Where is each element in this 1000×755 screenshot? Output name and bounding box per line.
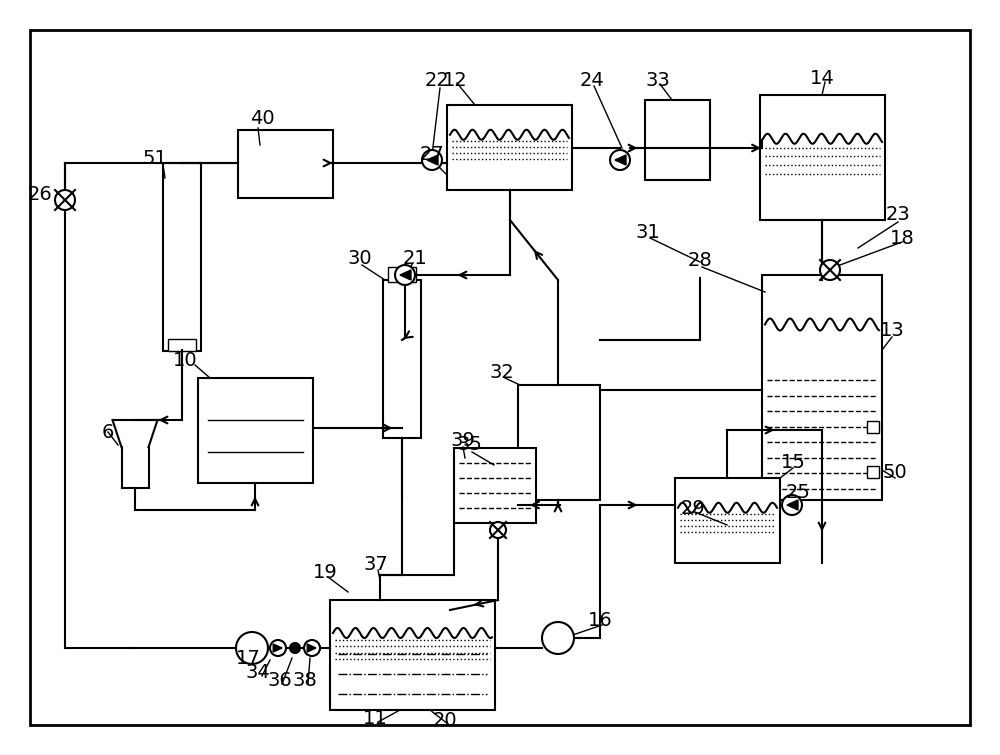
Text: 30: 30 — [348, 248, 372, 267]
Text: 40: 40 — [250, 109, 274, 128]
Text: 29: 29 — [681, 498, 705, 517]
Bar — [454, 448, 536, 523]
Text: 33: 33 — [646, 70, 670, 90]
Bar — [168, 339, 196, 351]
Text: 17: 17 — [236, 649, 260, 667]
Text: 38: 38 — [293, 670, 317, 689]
Bar — [198, 378, 313, 483]
Text: 34: 34 — [246, 662, 270, 682]
Bar — [518, 385, 600, 500]
Text: 31: 31 — [636, 223, 660, 242]
Circle shape — [290, 643, 300, 653]
Text: 16: 16 — [588, 611, 612, 630]
Text: 26: 26 — [28, 186, 52, 205]
Text: 20: 20 — [433, 710, 457, 729]
Circle shape — [236, 632, 268, 664]
Text: 27: 27 — [420, 146, 444, 165]
Text: 25: 25 — [786, 482, 810, 501]
Bar — [383, 280, 421, 438]
Text: 13: 13 — [880, 321, 904, 340]
Bar — [760, 95, 885, 220]
Bar — [163, 163, 201, 351]
Text: 35: 35 — [458, 436, 482, 455]
Bar — [388, 267, 416, 282]
Text: 11: 11 — [363, 708, 387, 728]
Text: 37: 37 — [364, 556, 388, 575]
Circle shape — [422, 150, 442, 170]
Circle shape — [490, 522, 506, 538]
Text: 10: 10 — [173, 350, 197, 369]
Bar — [675, 478, 780, 563]
Bar — [762, 275, 882, 500]
Text: 51: 51 — [143, 149, 167, 168]
Polygon shape — [787, 500, 798, 510]
Text: 12: 12 — [443, 70, 467, 90]
Circle shape — [270, 640, 286, 656]
Text: 15: 15 — [781, 452, 805, 472]
Circle shape — [55, 190, 75, 210]
Polygon shape — [400, 270, 411, 280]
Bar — [867, 421, 879, 433]
Polygon shape — [615, 155, 626, 165]
Text: 24: 24 — [580, 70, 604, 90]
Circle shape — [542, 622, 574, 654]
Text: 21: 21 — [403, 248, 427, 267]
Polygon shape — [307, 644, 316, 652]
Bar — [645, 100, 710, 180]
Bar — [330, 600, 495, 710]
Circle shape — [610, 150, 630, 170]
Text: 36: 36 — [268, 670, 292, 689]
Circle shape — [304, 640, 320, 656]
Bar — [867, 466, 879, 477]
Circle shape — [820, 260, 840, 280]
Polygon shape — [427, 155, 438, 165]
Text: 50: 50 — [883, 463, 907, 482]
Text: 32: 32 — [490, 362, 514, 381]
Text: 39: 39 — [451, 430, 475, 449]
Text: 19: 19 — [313, 562, 337, 581]
Text: 18: 18 — [890, 229, 914, 248]
Text: 22: 22 — [425, 70, 449, 90]
Bar — [447, 105, 572, 190]
Circle shape — [782, 495, 802, 515]
Text: 23: 23 — [886, 205, 910, 224]
Text: 14: 14 — [810, 69, 834, 88]
Polygon shape — [273, 644, 282, 652]
Bar — [238, 130, 333, 198]
Text: 28: 28 — [688, 251, 712, 270]
Text: 6: 6 — [102, 423, 114, 442]
Circle shape — [395, 265, 415, 285]
